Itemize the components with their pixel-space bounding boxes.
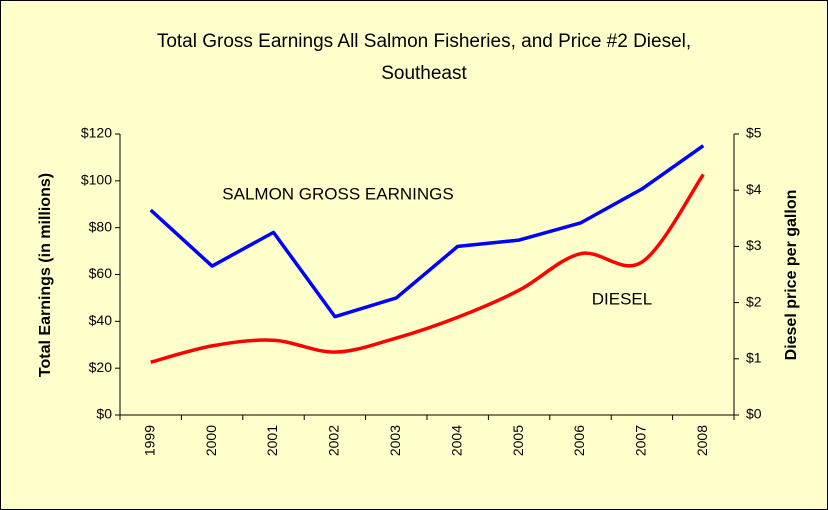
y2-tick-label: $0 — [746, 406, 762, 422]
annotation: SALMON GROSS EARNINGS — [222, 184, 453, 203]
data-line — [149, 144, 705, 319]
x-tick-label: 2003 — [387, 425, 403, 456]
y-tick-label: $40 — [89, 312, 113, 328]
y2-tick-label: $5 — [746, 125, 762, 141]
x-tick-label: 2005 — [510, 425, 526, 456]
chart-title: Total Gross Earnings All Salmon Fisherie… — [157, 31, 691, 52]
y-tick-label: $80 — [89, 218, 113, 234]
data-line — [150, 173, 705, 364]
y-tick-label: $120 — [81, 125, 112, 141]
y2-axis-label: Diesel price per gallon — [783, 190, 800, 361]
y2-tick-label: $3 — [746, 237, 762, 253]
x-tick-label: 2001 — [264, 425, 280, 456]
y-tick-label: $60 — [89, 265, 113, 281]
chart-subtitle: Southeast — [381, 63, 467, 84]
y-tick-label: $20 — [89, 359, 113, 375]
y2-tick-label: $2 — [746, 293, 762, 309]
y2-tick-label: $1 — [746, 350, 762, 366]
x-tick-label: 2002 — [326, 425, 342, 456]
x-tick-label: 2004 — [448, 425, 464, 456]
annotation: DIESEL — [592, 289, 652, 308]
y2-tick-label: $4 — [746, 181, 762, 197]
x-tick-label: 2000 — [203, 425, 219, 456]
y-tick-label: $0 — [96, 406, 112, 422]
x-tick-label: 2006 — [571, 425, 587, 456]
y-axis-label: Total Earnings (in millions) — [37, 173, 54, 377]
x-tick-label: 2007 — [633, 425, 649, 456]
y-tick-label: $100 — [81, 172, 112, 188]
x-tick-label: 2008 — [694, 425, 710, 456]
x-tick-label: 1999 — [141, 425, 157, 456]
